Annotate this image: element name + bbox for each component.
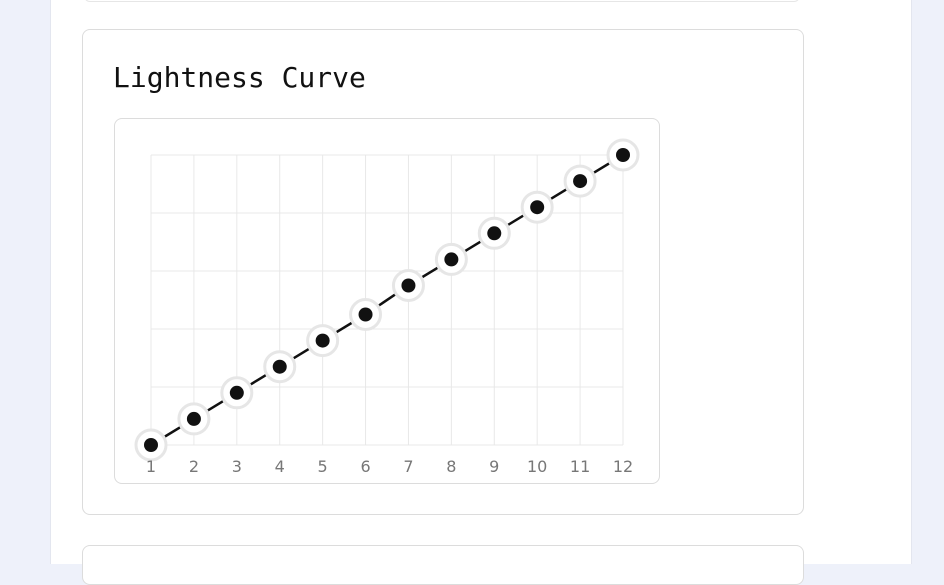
- x-tick-label-4: 4: [275, 457, 285, 476]
- data-point-5: [315, 333, 330, 348]
- data-point-12: [616, 148, 630, 162]
- chart-series: [150, 153, 624, 447]
- x-tick-label-3: 3: [232, 457, 242, 476]
- x-tick-label-6: 6: [360, 457, 370, 476]
- x-tick-label-5: 5: [318, 457, 328, 476]
- chart-points: [134, 138, 640, 462]
- data-point-6: [358, 307, 373, 322]
- lightness-curve-chart: 1 2 3 4 5 6 7 8 9 10 11 12: [134, 138, 640, 476]
- data-point-4: [272, 359, 287, 374]
- x-tick-label-12: 12: [613, 457, 633, 476]
- x-tick-label-2: 2: [189, 457, 199, 476]
- chart-frame: 1 2 3 4 5 6 7 8 9 10 11 12: [114, 118, 660, 484]
- lightness-curve-card: Lightness Curve 1 2 3 4 5 6 7 8 9 10 11 12: [82, 29, 804, 515]
- x-tick-label-9: 9: [489, 457, 499, 476]
- data-point-2: [186, 411, 201, 426]
- data-point-1: [144, 438, 158, 452]
- previous-card-edge: [84, 0, 800, 2]
- card-title: Lightness Curve: [113, 61, 366, 94]
- data-point-9: [487, 226, 502, 241]
- next-card-edge: [82, 545, 804, 585]
- x-axis-ticks: 1 2 3 4 5 6 7 8 9 10 11 12: [146, 457, 633, 476]
- data-point-10: [530, 200, 545, 215]
- x-tick-label-11: 11: [570, 457, 590, 476]
- data-point-7: [401, 278, 416, 293]
- series-line: [150, 153, 624, 447]
- x-tick-label-7: 7: [403, 457, 413, 476]
- data-point-3: [229, 385, 244, 400]
- x-tick-label-1: 1: [146, 457, 156, 476]
- data-point-11: [573, 174, 588, 189]
- data-point-8: [444, 252, 459, 267]
- x-tick-label-10: 10: [527, 457, 547, 476]
- x-tick-label-8: 8: [446, 457, 456, 476]
